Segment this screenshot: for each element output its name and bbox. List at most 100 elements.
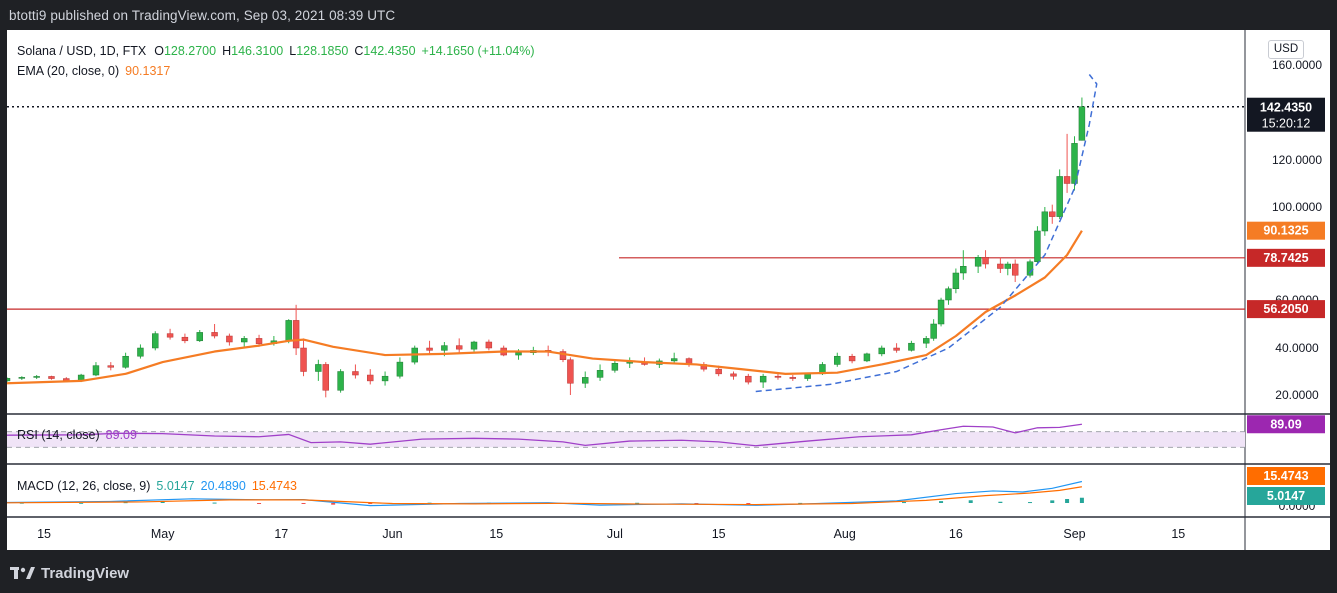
resistance-badge: 78.7425 bbox=[1247, 248, 1325, 267]
candle[interactable] bbox=[626, 357, 633, 368]
candle[interactable] bbox=[923, 336, 930, 348]
candle-body bbox=[92, 365, 100, 376]
candle[interactable] bbox=[685, 357, 693, 367]
candle-body bbox=[960, 266, 967, 274]
candle-body bbox=[997, 263, 1004, 269]
candle[interactable] bbox=[455, 338, 463, 353]
candle[interactable] bbox=[745, 373, 752, 385]
candle[interactable] bbox=[997, 257, 1004, 273]
macd-value: 20.4890 bbox=[201, 479, 246, 493]
candle[interactable] bbox=[322, 362, 329, 398]
candle[interactable] bbox=[982, 250, 989, 269]
candle-body bbox=[300, 347, 307, 372]
candle[interactable] bbox=[1063, 133, 1071, 193]
candle[interactable] bbox=[1011, 259, 1019, 283]
candle[interactable] bbox=[1049, 204, 1056, 224]
candle[interactable] bbox=[166, 328, 174, 340]
candle[interactable] bbox=[974, 255, 982, 273]
candle-body bbox=[952, 272, 960, 289]
chart-canvas[interactable]: Solana / USD, 1D, FTX O128.2700 H146.3100 L… bbox=[7, 30, 1330, 550]
candle[interactable] bbox=[211, 324, 218, 339]
candle[interactable] bbox=[181, 333, 189, 344]
candle[interactable] bbox=[92, 362, 100, 377]
price-tick-label: 100.0000 bbox=[1272, 200, 1322, 214]
candle[interactable] bbox=[1056, 169, 1063, 219]
candle[interactable] bbox=[596, 364, 604, 381]
chart-area[interactable]: Solana / USD, 1D, FTX O128.2700 H146.3100 L… bbox=[7, 30, 1330, 550]
candle[interactable] bbox=[367, 369, 374, 385]
candle[interactable] bbox=[700, 362, 708, 372]
candle[interactable] bbox=[908, 340, 915, 352]
candle-body bbox=[1056, 176, 1063, 217]
candle[interactable] bbox=[426, 340, 433, 354]
candle[interactable] bbox=[107, 362, 114, 371]
candle[interactable] bbox=[759, 373, 767, 388]
candle[interactable] bbox=[559, 349, 567, 363]
candle[interactable] bbox=[1071, 136, 1078, 191]
candle[interactable] bbox=[930, 319, 937, 341]
candle[interactable] bbox=[878, 345, 885, 357]
candle[interactable] bbox=[33, 375, 40, 380]
candle[interactable] bbox=[7, 377, 11, 383]
candle[interactable] bbox=[937, 297, 945, 327]
candle[interactable] bbox=[848, 353, 856, 364]
candle[interactable] bbox=[381, 371, 389, 386]
macd-histogram-bar bbox=[1065, 499, 1070, 503]
candle[interactable] bbox=[137, 344, 144, 359]
macd-histogram-bar bbox=[1028, 502, 1033, 504]
candle[interactable] bbox=[863, 352, 871, 363]
candle[interactable] bbox=[396, 357, 404, 379]
macd-signal-line[interactable] bbox=[7, 486, 1083, 506]
macd-histogram-bar bbox=[79, 502, 84, 504]
ema-line[interactable] bbox=[7, 230, 1083, 385]
candle-body bbox=[426, 347, 433, 351]
macd-histogram-badge: 5.0147 bbox=[1247, 487, 1325, 505]
projection-curve[interactable] bbox=[755, 74, 1098, 393]
candle[interactable] bbox=[670, 352, 678, 364]
candle[interactable] bbox=[196, 330, 203, 342]
candle-body bbox=[241, 338, 248, 343]
candle[interactable] bbox=[582, 371, 589, 388]
candle[interactable] bbox=[834, 352, 841, 367]
candle-body bbox=[1049, 211, 1056, 217]
candle[interactable] bbox=[1034, 226, 1041, 264]
candle[interactable] bbox=[152, 331, 159, 351]
currency-button[interactable]: USD bbox=[1268, 40, 1304, 59]
rsi-line[interactable] bbox=[7, 423, 1083, 447]
candle[interactable] bbox=[789, 375, 797, 381]
tradingview-brand[interactable]: TradingView bbox=[10, 563, 129, 583]
candle[interactable] bbox=[1026, 259, 1034, 278]
candle[interactable] bbox=[1078, 97, 1086, 141]
candle[interactable] bbox=[730, 371, 737, 380]
candle[interactable] bbox=[241, 336, 248, 348]
ohlc-label: H bbox=[222, 44, 231, 58]
time-axis-label: 15 bbox=[712, 527, 726, 541]
candle[interactable] bbox=[1004, 261, 1011, 276]
candle[interactable] bbox=[315, 359, 322, 381]
candle[interactable] bbox=[352, 364, 359, 379]
macd-histogram-bar bbox=[798, 502, 803, 504]
candle[interactable] bbox=[567, 357, 574, 395]
candle[interactable] bbox=[893, 343, 900, 353]
candle[interactable] bbox=[337, 369, 344, 393]
macd-value: 5.0147 bbox=[156, 479, 194, 493]
candle[interactable] bbox=[960, 250, 967, 280]
candle[interactable] bbox=[292, 304, 300, 356]
candle[interactable] bbox=[611, 360, 619, 373]
candle[interactable] bbox=[470, 340, 478, 352]
price-tick-label: 20.0000 bbox=[1275, 388, 1319, 402]
candle-body bbox=[893, 347, 900, 351]
candle[interactable] bbox=[952, 268, 960, 294]
candle[interactable] bbox=[122, 352, 129, 369]
candle[interactable] bbox=[945, 286, 952, 305]
candle[interactable] bbox=[226, 333, 233, 346]
candle[interactable] bbox=[1041, 207, 1049, 236]
candle[interactable] bbox=[18, 376, 26, 380]
candle[interactable] bbox=[300, 338, 307, 377]
resistance-badge-bg bbox=[1247, 248, 1325, 267]
candle[interactable] bbox=[48, 375, 55, 380]
ohlc-value: 128.2700 bbox=[164, 44, 216, 58]
time-axis-label: 15 bbox=[37, 527, 51, 541]
candle[interactable] bbox=[485, 339, 493, 351]
candle-body bbox=[559, 351, 567, 360]
